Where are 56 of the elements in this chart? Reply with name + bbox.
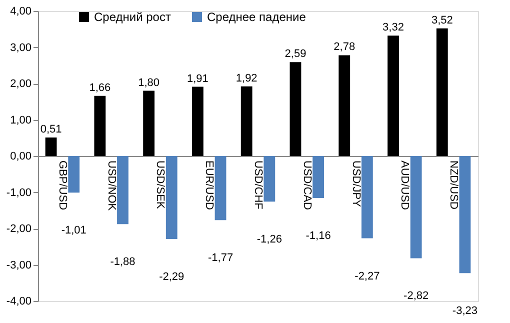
x-tick-label: USD/CAD bbox=[300, 160, 313, 210]
data-label: 3,32 bbox=[382, 22, 404, 34]
bar bbox=[143, 90, 155, 156]
x-tick-label: GBP/USD bbox=[56, 160, 68, 210]
bar bbox=[410, 156, 422, 258]
data-label: -1,88 bbox=[110, 256, 136, 268]
data-label: 1,66 bbox=[89, 82, 111, 94]
data-label: -1,77 bbox=[208, 252, 234, 264]
bar bbox=[94, 96, 106, 156]
bar bbox=[240, 86, 252, 156]
data-label: 1,80 bbox=[138, 76, 160, 89]
x-tick-label: USD/CHF bbox=[252, 160, 264, 210]
bar bbox=[459, 156, 471, 274]
bar bbox=[312, 156, 324, 198]
bar bbox=[388, 36, 399, 156]
data-label: 1,92 bbox=[236, 72, 258, 84]
y-tick-label: 3,00 bbox=[10, 42, 32, 54]
data-label: -2,29 bbox=[159, 271, 184, 284]
bar bbox=[192, 86, 204, 156]
y-tick-label: -1,00 bbox=[6, 186, 32, 199]
bar bbox=[290, 62, 302, 156]
data-label: 1,91 bbox=[186, 72, 208, 85]
data-label: -2,27 bbox=[354, 270, 380, 282]
bar bbox=[68, 156, 80, 193]
bar bbox=[436, 28, 448, 156]
bar bbox=[214, 156, 226, 220]
data-label: -1,16 bbox=[306, 230, 331, 242]
data-label: 2,78 bbox=[334, 41, 356, 54]
bar bbox=[45, 138, 57, 156]
x-tick-label: USD/SEK bbox=[154, 160, 166, 210]
data-label: 0,51 bbox=[40, 124, 62, 136]
y-tick-label: -4,00 bbox=[6, 296, 32, 308]
data-label: -2,82 bbox=[404, 290, 429, 302]
x-tick-label: USD/JPY bbox=[350, 160, 362, 208]
legend-label: Средний рост bbox=[94, 10, 172, 24]
legend-label: Среднее падение bbox=[207, 10, 306, 24]
bar bbox=[166, 156, 178, 240]
x-tick-label: AUD/USD bbox=[398, 160, 411, 210]
bar bbox=[117, 156, 128, 224]
bar bbox=[361, 156, 373, 238]
data-label: -1,01 bbox=[61, 224, 86, 237]
data-label: -3,23 bbox=[452, 305, 478, 318]
y-tick-label: -3,00 bbox=[6, 259, 32, 272]
y-tick-label: 2,00 bbox=[10, 78, 32, 90]
bar bbox=[264, 156, 276, 202]
data-label: -1,26 bbox=[256, 234, 282, 246]
y-tick-label: -2,00 bbox=[6, 223, 32, 235]
y-tick-label: 1,00 bbox=[10, 114, 32, 126]
data-label: 3,52 bbox=[431, 14, 453, 26]
x-tick-label: EUR/USD bbox=[203, 160, 216, 210]
y-tick-label: 0,00 bbox=[10, 150, 32, 162]
x-tick-label: USD/NOK bbox=[105, 160, 118, 212]
bar bbox=[338, 55, 350, 156]
y-tick-label: 4,00 bbox=[10, 6, 32, 18]
x-tick-label: NZD/USD bbox=[448, 160, 460, 210]
data-label: 2,59 bbox=[284, 48, 306, 60]
